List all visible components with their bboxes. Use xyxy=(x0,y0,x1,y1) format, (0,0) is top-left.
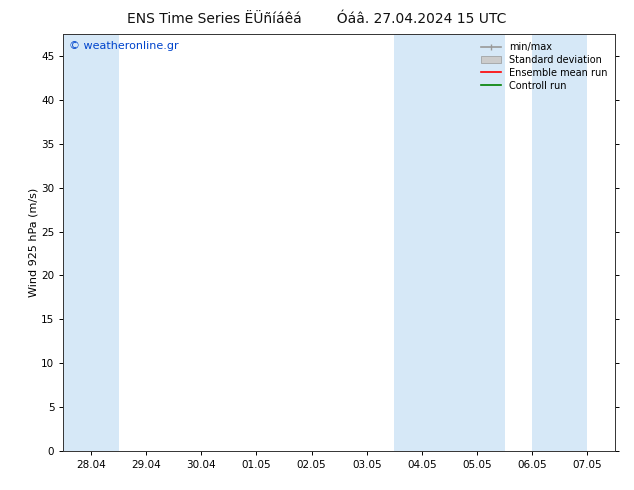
Text: ENS Time Series ËÜñíáêá        Óáâ. 27.04.2024 15 UTC: ENS Time Series ËÜñíáêá Óáâ. 27.04.2024 … xyxy=(127,12,507,26)
Text: © weatheronline.gr: © weatheronline.gr xyxy=(69,41,179,50)
Legend: min/max, Standard deviation, Ensemble mean run, Controll run: min/max, Standard deviation, Ensemble me… xyxy=(479,39,610,94)
Y-axis label: Wind 925 hPa (m/s): Wind 925 hPa (m/s) xyxy=(29,188,38,297)
Bar xyxy=(533,34,588,451)
Bar xyxy=(394,34,450,451)
Bar xyxy=(63,34,119,451)
Bar xyxy=(450,34,505,451)
